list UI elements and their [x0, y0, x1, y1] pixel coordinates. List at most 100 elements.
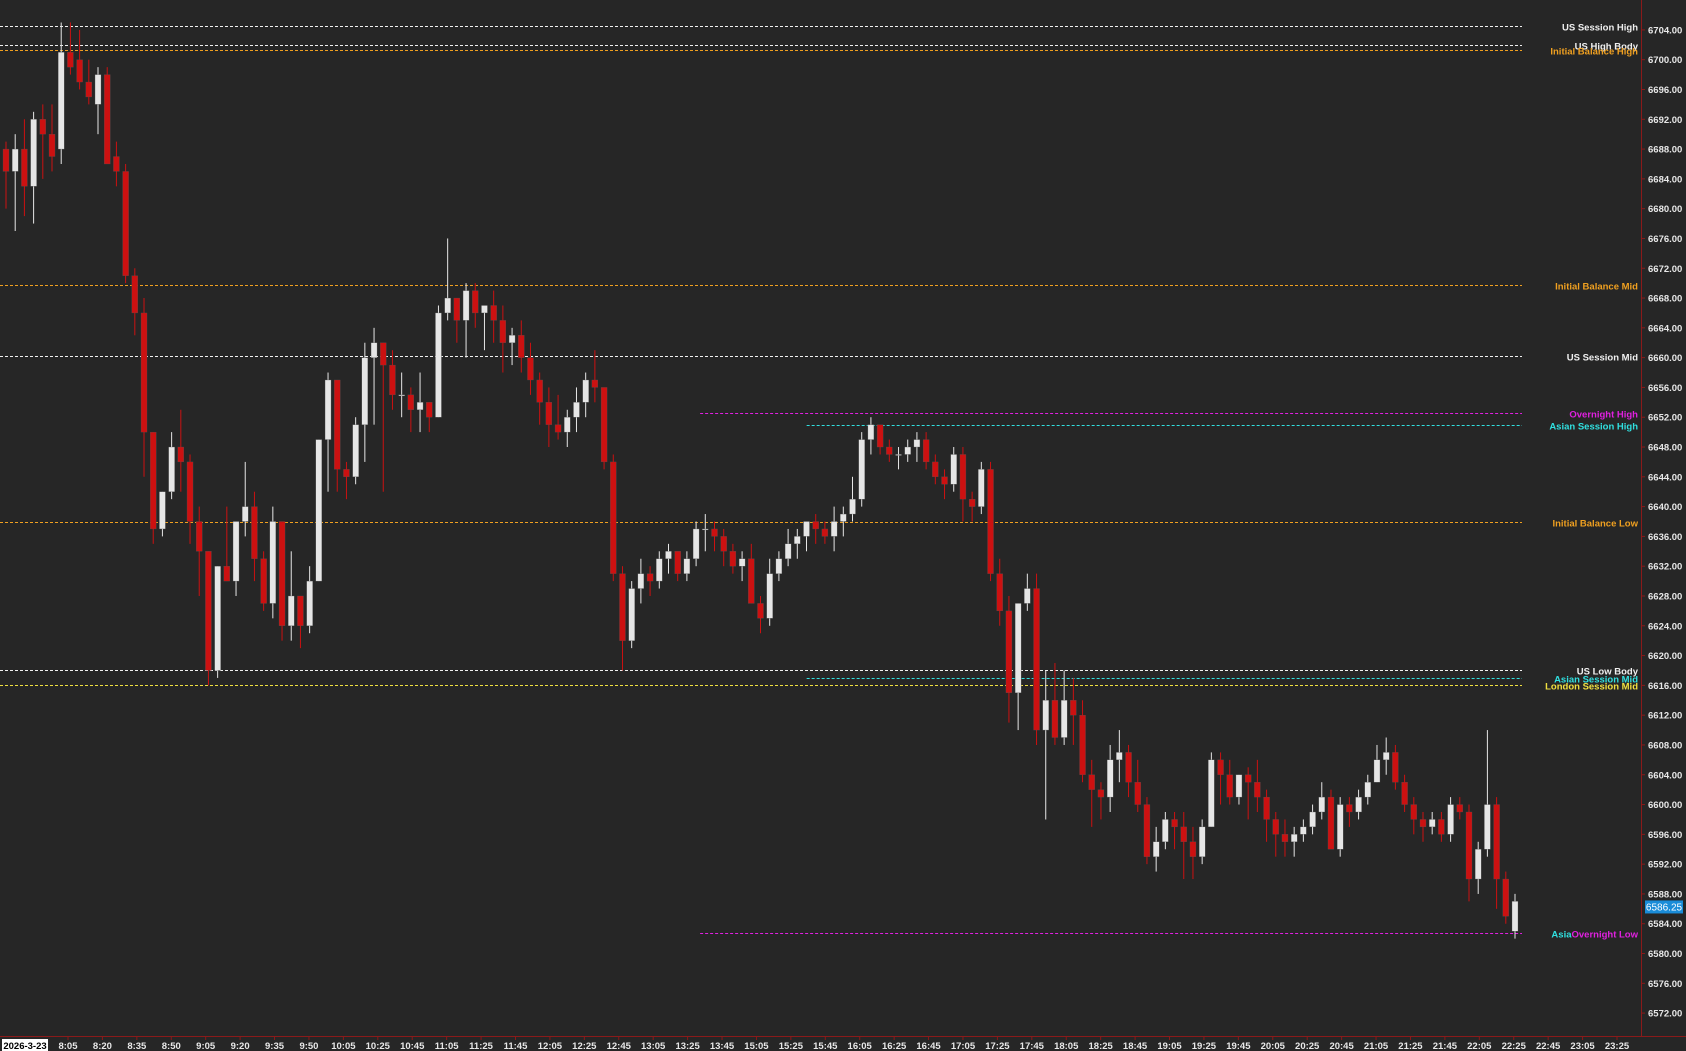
candle-body: [306, 580, 313, 626]
candle-body: [1125, 752, 1132, 783]
candle-body: [48, 134, 56, 157]
x-tick-label: 16:05: [848, 1041, 873, 1051]
candle-body: [1245, 774, 1252, 783]
candle-body: [803, 521, 810, 537]
candle-body: [1373, 759, 1381, 783]
x-tick-label: 8:20: [93, 1041, 112, 1051]
candle-body: [812, 521, 819, 530]
x-tick-label: 9:50: [299, 1041, 318, 1051]
x-tick-label: 17:05: [951, 1041, 976, 1051]
y-tick-label: 6596.00: [1648, 830, 1682, 841]
x-tick-label: 11:45: [504, 1041, 528, 1051]
candle-body: [140, 312, 148, 433]
y-tick-label: 6640.00: [1648, 502, 1682, 513]
level-label: US Session High: [1562, 23, 1638, 34]
candle-body: [1033, 588, 1040, 731]
candle-body: [260, 558, 267, 604]
y-tick-label: 6624.00: [1648, 621, 1682, 632]
x-tick-label: 10:45: [400, 1041, 425, 1051]
candle-body: [462, 290, 470, 321]
candle-body: [968, 499, 976, 507]
y-tick-label: 6572.00: [1648, 1009, 1682, 1020]
candle-body: [1383, 752, 1390, 761]
x-tick-label: 22:25: [1502, 1041, 1527, 1051]
x-tick-label: 9:20: [231, 1041, 250, 1051]
candle-body: [545, 402, 553, 425]
candle-body: [380, 342, 387, 366]
candle-body: [867, 424, 875, 440]
candle-body: [223, 566, 230, 582]
candle-body: [288, 595, 295, 626]
candle-body: [729, 551, 737, 567]
candle-body: [1429, 819, 1436, 828]
y-tick-label: 6612.00: [1648, 711, 1682, 722]
candle-body: [426, 402, 433, 418]
x-tick-label: 15:25: [779, 1041, 804, 1051]
y-tick-label: 6668.00: [1648, 294, 1682, 305]
candle-body: [21, 148, 28, 187]
candle-body: [334, 379, 341, 470]
candle-body: [711, 528, 718, 537]
candle-body: [941, 476, 948, 485]
candle-body: [370, 342, 378, 358]
level-label: US Session Mid: [1567, 353, 1638, 364]
candle-body: [932, 461, 939, 477]
candle-body: [315, 439, 322, 582]
candle-body: [1005, 610, 1013, 693]
candle-body: [582, 379, 589, 403]
y-tick-label: 6576.00: [1648, 979, 1682, 990]
candle-body: [821, 528, 829, 537]
x-tick-label: 17:45: [1020, 1041, 1045, 1051]
y-tick-label: 6616.00: [1648, 681, 1682, 692]
candle-body: [324, 379, 332, 440]
candle-body: [1410, 804, 1417, 820]
x-tick-label: 9:05: [196, 1041, 216, 1051]
x-tick-label: 16:25: [882, 1041, 907, 1051]
candle-body: [748, 558, 755, 604]
candle-body: [1281, 834, 1289, 842]
candle-body: [600, 387, 608, 463]
candle-body: [1291, 834, 1298, 842]
x-tick-label: 19:05: [1157, 1041, 1182, 1051]
candle-body: [251, 506, 258, 559]
candle-body: [1162, 819, 1169, 842]
candle-body: [472, 290, 479, 314]
x-tick-label: 18:05: [1054, 1041, 1079, 1051]
candle-body: [1088, 774, 1095, 790]
candle-body: [996, 573, 1003, 612]
y-tick-label: 6584.00: [1648, 919, 1682, 930]
candle-body: [76, 59, 83, 83]
candle-body: [628, 588, 635, 641]
candle-body: [1143, 804, 1151, 857]
candle-body: [94, 74, 102, 105]
candle-body: [1208, 759, 1215, 828]
candle-body: [1484, 804, 1491, 850]
y-tick-label: 6600.00: [1648, 800, 1682, 811]
candle-body: [674, 551, 681, 574]
candle-body: [435, 312, 442, 418]
y-tick-label: 6632.00: [1648, 562, 1682, 573]
level-label: US High Body: [1575, 42, 1639, 53]
x-tick-label: 13:05: [641, 1041, 666, 1051]
y-tick-label: 6660.00: [1648, 353, 1682, 364]
candle-body: [1346, 804, 1353, 813]
candle-body: [1465, 811, 1473, 880]
y-tick-label: 6588.00: [1648, 889, 1682, 900]
y-tick-label: 6608.00: [1648, 740, 1682, 751]
candle-body: [536, 379, 543, 403]
candle-body: [913, 439, 921, 448]
current-price-badge: 6586.25: [1645, 900, 1683, 914]
y-tick-label: 6704.00: [1648, 25, 1682, 36]
current-price-badge-bg: [1645, 900, 1683, 914]
candle-body: [1327, 796, 1335, 850]
y-tick-label: 6664.00: [1648, 323, 1682, 334]
y-tick-label: 6680.00: [1648, 204, 1682, 215]
x-axis[interactable]: 8:05 8:20 8:35 8:50 9:05 9:20 9:35 9:50 10:05 10:…: [58, 1036, 1630, 1051]
candle-body: [1106, 759, 1114, 798]
y-axis[interactable]: 6704.00 6700.00 6696.00 6692.00 6688.00 6684.…: [1641, 25, 1682, 1020]
candle-body: [186, 461, 194, 522]
candle-body: [1456, 804, 1463, 813]
x-tick-label: 18:45: [1123, 1041, 1148, 1051]
candles: [2, 22, 1519, 939]
